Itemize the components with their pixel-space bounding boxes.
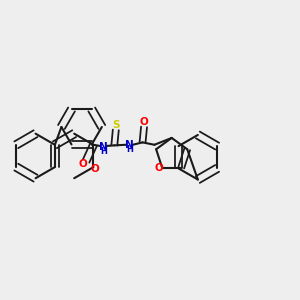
Text: N: N bbox=[99, 142, 108, 152]
Text: H: H bbox=[100, 147, 107, 156]
Text: O: O bbox=[79, 158, 88, 169]
Text: S: S bbox=[112, 120, 120, 130]
Text: O: O bbox=[140, 117, 148, 127]
Text: O: O bbox=[155, 163, 164, 172]
Text: O: O bbox=[91, 164, 99, 174]
Text: N: N bbox=[125, 140, 134, 150]
Text: H: H bbox=[126, 145, 133, 154]
